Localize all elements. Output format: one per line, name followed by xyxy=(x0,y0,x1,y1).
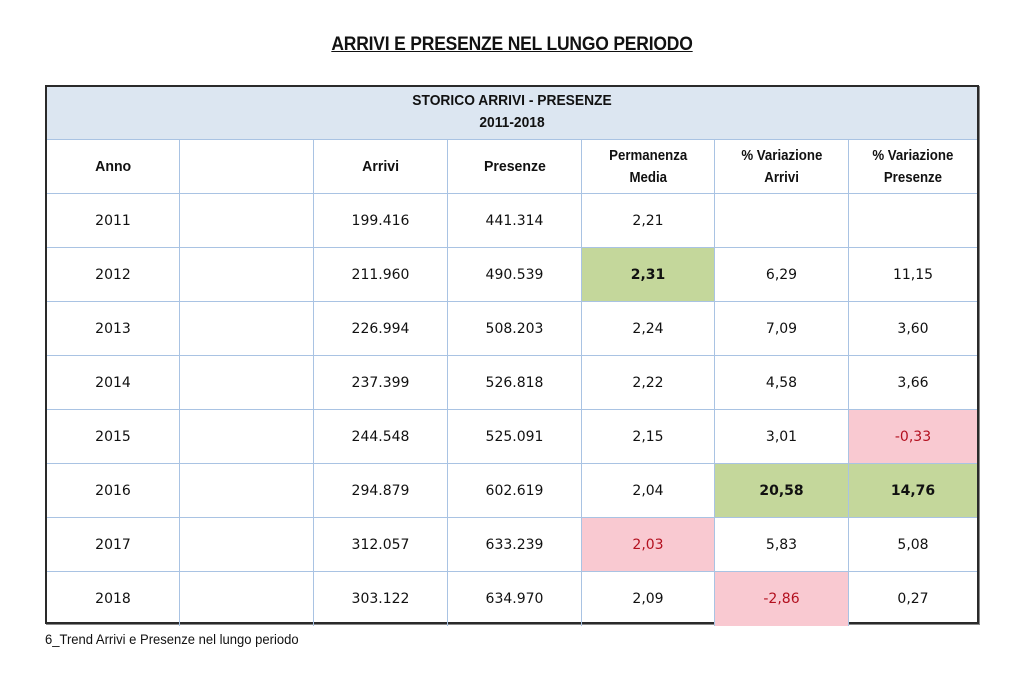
table-row: 2018 303.122 634.970 2,09 -2,86 0,27 xyxy=(47,572,977,626)
header-var-arrivi-line2: Arrivi xyxy=(764,168,799,186)
cell-anno: 2011 xyxy=(47,194,180,247)
header-var-presenze-line1: % Variazione xyxy=(872,146,954,164)
header-var-presenze-line2: Presenze xyxy=(883,168,943,186)
cell-arrivi: 226.994 xyxy=(314,302,448,355)
table-row: 2013 226.994 508.203 2,24 7,09 3,60 xyxy=(47,302,977,356)
cell-permanenza-media: 2,09 xyxy=(582,572,715,626)
cell-arrivi: 312.057 xyxy=(314,518,448,571)
header-row: Anno Arrivi Presenze Permanenza Media % V… xyxy=(47,140,977,194)
cell-variazione-arrivi: -2,86 xyxy=(715,572,849,626)
header-arrivi-label: Arrivi xyxy=(362,157,399,175)
cell-blank xyxy=(180,356,314,409)
header-permanenza-media: Permanenza Media xyxy=(582,140,715,193)
cell-arrivi: 211.960 xyxy=(314,248,448,301)
cell-presenze: 634.970 xyxy=(448,572,582,626)
cell-arrivi: 294.879 xyxy=(314,464,448,517)
cell-anno: 2018 xyxy=(47,572,180,626)
cell-presenze: 633.239 xyxy=(448,518,582,571)
cell-permanenza-media: 2,04 xyxy=(582,464,715,517)
cell-variazione-presenze: 11,15 xyxy=(892,266,934,283)
cell-blank xyxy=(180,464,314,517)
cell-variazione-arrivi: 3,01 xyxy=(715,410,849,463)
cell-variazione-arrivi: 4,58 xyxy=(715,356,849,409)
header-variazione-arrivi: % Variazione Arrivi xyxy=(715,140,849,193)
cell-blank xyxy=(180,572,314,626)
cell-permanenza-media: 2,22 xyxy=(582,356,715,409)
cell-blank xyxy=(180,302,314,355)
cell-variazione-arrivi: 7,09 xyxy=(715,302,849,355)
cell-variazione-presenze: 3,66 xyxy=(897,374,929,391)
cell-presenze: 508.203 xyxy=(448,302,582,355)
cell-blank xyxy=(180,194,314,247)
table-row: 2011 199.416 441.314 2,21 xyxy=(47,194,977,248)
cell-blank xyxy=(180,248,314,301)
cell-arrivi: 244.548 xyxy=(314,410,448,463)
table-row: 2015 244.548 525.091 2,15 3,01 -0,33 xyxy=(47,410,977,464)
band-title: STORICO ARRIVI - PRESENZE xyxy=(412,92,612,109)
table-grid: Anno Arrivi Presenze Permanenza Media % V… xyxy=(47,140,977,626)
document-title: ARRIVI E PRESENZE NEL LUNGO PERIODO xyxy=(331,34,693,55)
cell-anno: 2016 xyxy=(47,464,180,517)
header-var-arrivi-line1: % Variazione xyxy=(740,146,823,164)
cell-presenze: 526.818 xyxy=(448,356,582,409)
cell-anno: 2014 xyxy=(47,356,180,409)
cell-permanenza-media: 2,31 xyxy=(582,248,715,301)
table-row: 2012 211.960 490.539 2,31 6,29 11,15 xyxy=(47,248,977,302)
cell-variazione-arrivi: 20,58 xyxy=(715,464,849,517)
cell-presenze: 441.314 xyxy=(448,194,582,247)
cell-variazione-presenze: -0,33 xyxy=(849,410,977,463)
header-presenze-label: Presenze xyxy=(483,157,546,175)
header-variazione-presenze: % Variazione Presenze xyxy=(849,140,977,193)
cell-variazione-presenze: 14,76 xyxy=(849,464,977,517)
cell-permanenza-media: 2,03 xyxy=(582,518,715,571)
header-arrivi: Arrivi xyxy=(314,140,448,193)
cell-permanenza-media: 2,15 xyxy=(582,410,715,463)
cell-arrivi: 199.416 xyxy=(314,194,448,247)
cell-anno: 2012 xyxy=(47,248,180,301)
cell-variazione-arrivi: 6,29 xyxy=(715,248,849,301)
table-row: 2014 237.399 526.818 2,22 4,58 3,66 xyxy=(47,356,977,410)
cell-variazione-arrivi: 5,83 xyxy=(715,518,849,571)
cell-presenze: 490.539 xyxy=(448,248,582,301)
data-table: STORICO ARRIVI - PRESENZE 2011-2018 Anno… xyxy=(45,85,979,626)
cell-variazione-presenze: 5,08 xyxy=(897,536,929,553)
cell-arrivi: 237.399 xyxy=(314,356,448,409)
cell-presenze: 602.619 xyxy=(448,464,582,517)
table-row: 2016 294.879 602.619 2,04 20,58 14,76 xyxy=(47,464,977,518)
cell-permanenza-media: 2,24 xyxy=(582,302,715,355)
header-permanenza-line2: Media xyxy=(629,168,667,186)
table-row: 2017 312.057 633.239 2,03 5,83 5,08 xyxy=(47,518,977,572)
cell-anno: 2017 xyxy=(47,518,180,571)
cell-presenze: 525.091 xyxy=(448,410,582,463)
table-band-header: STORICO ARRIVI - PRESENZE 2011-2018 xyxy=(47,87,977,140)
header-permanenza-line1: Permanenza xyxy=(608,146,688,164)
header-anno-label: Anno xyxy=(94,157,132,175)
cell-variazione-presenze: 0,27 xyxy=(897,591,929,607)
cell-variazione-presenze xyxy=(849,194,977,247)
cell-anno: 2015 xyxy=(47,410,180,463)
band-subtitle: 2011-2018 xyxy=(479,114,545,131)
cell-blank xyxy=(180,518,314,571)
cell-permanenza-media: 2,21 xyxy=(582,194,715,247)
header-blank xyxy=(180,140,314,193)
cell-variazione-presenze: 3,60 xyxy=(897,320,929,337)
cell-blank xyxy=(180,410,314,463)
cell-variazione-arrivi xyxy=(715,194,849,247)
cell-arrivi: 303.122 xyxy=(314,572,448,626)
cell-anno: 2013 xyxy=(47,302,180,355)
header-anno: Anno xyxy=(47,140,180,193)
header-presenze: Presenze xyxy=(448,140,582,193)
figure-caption: 6_Trend Arrivi e Presenze nel lungo peri… xyxy=(45,631,299,647)
